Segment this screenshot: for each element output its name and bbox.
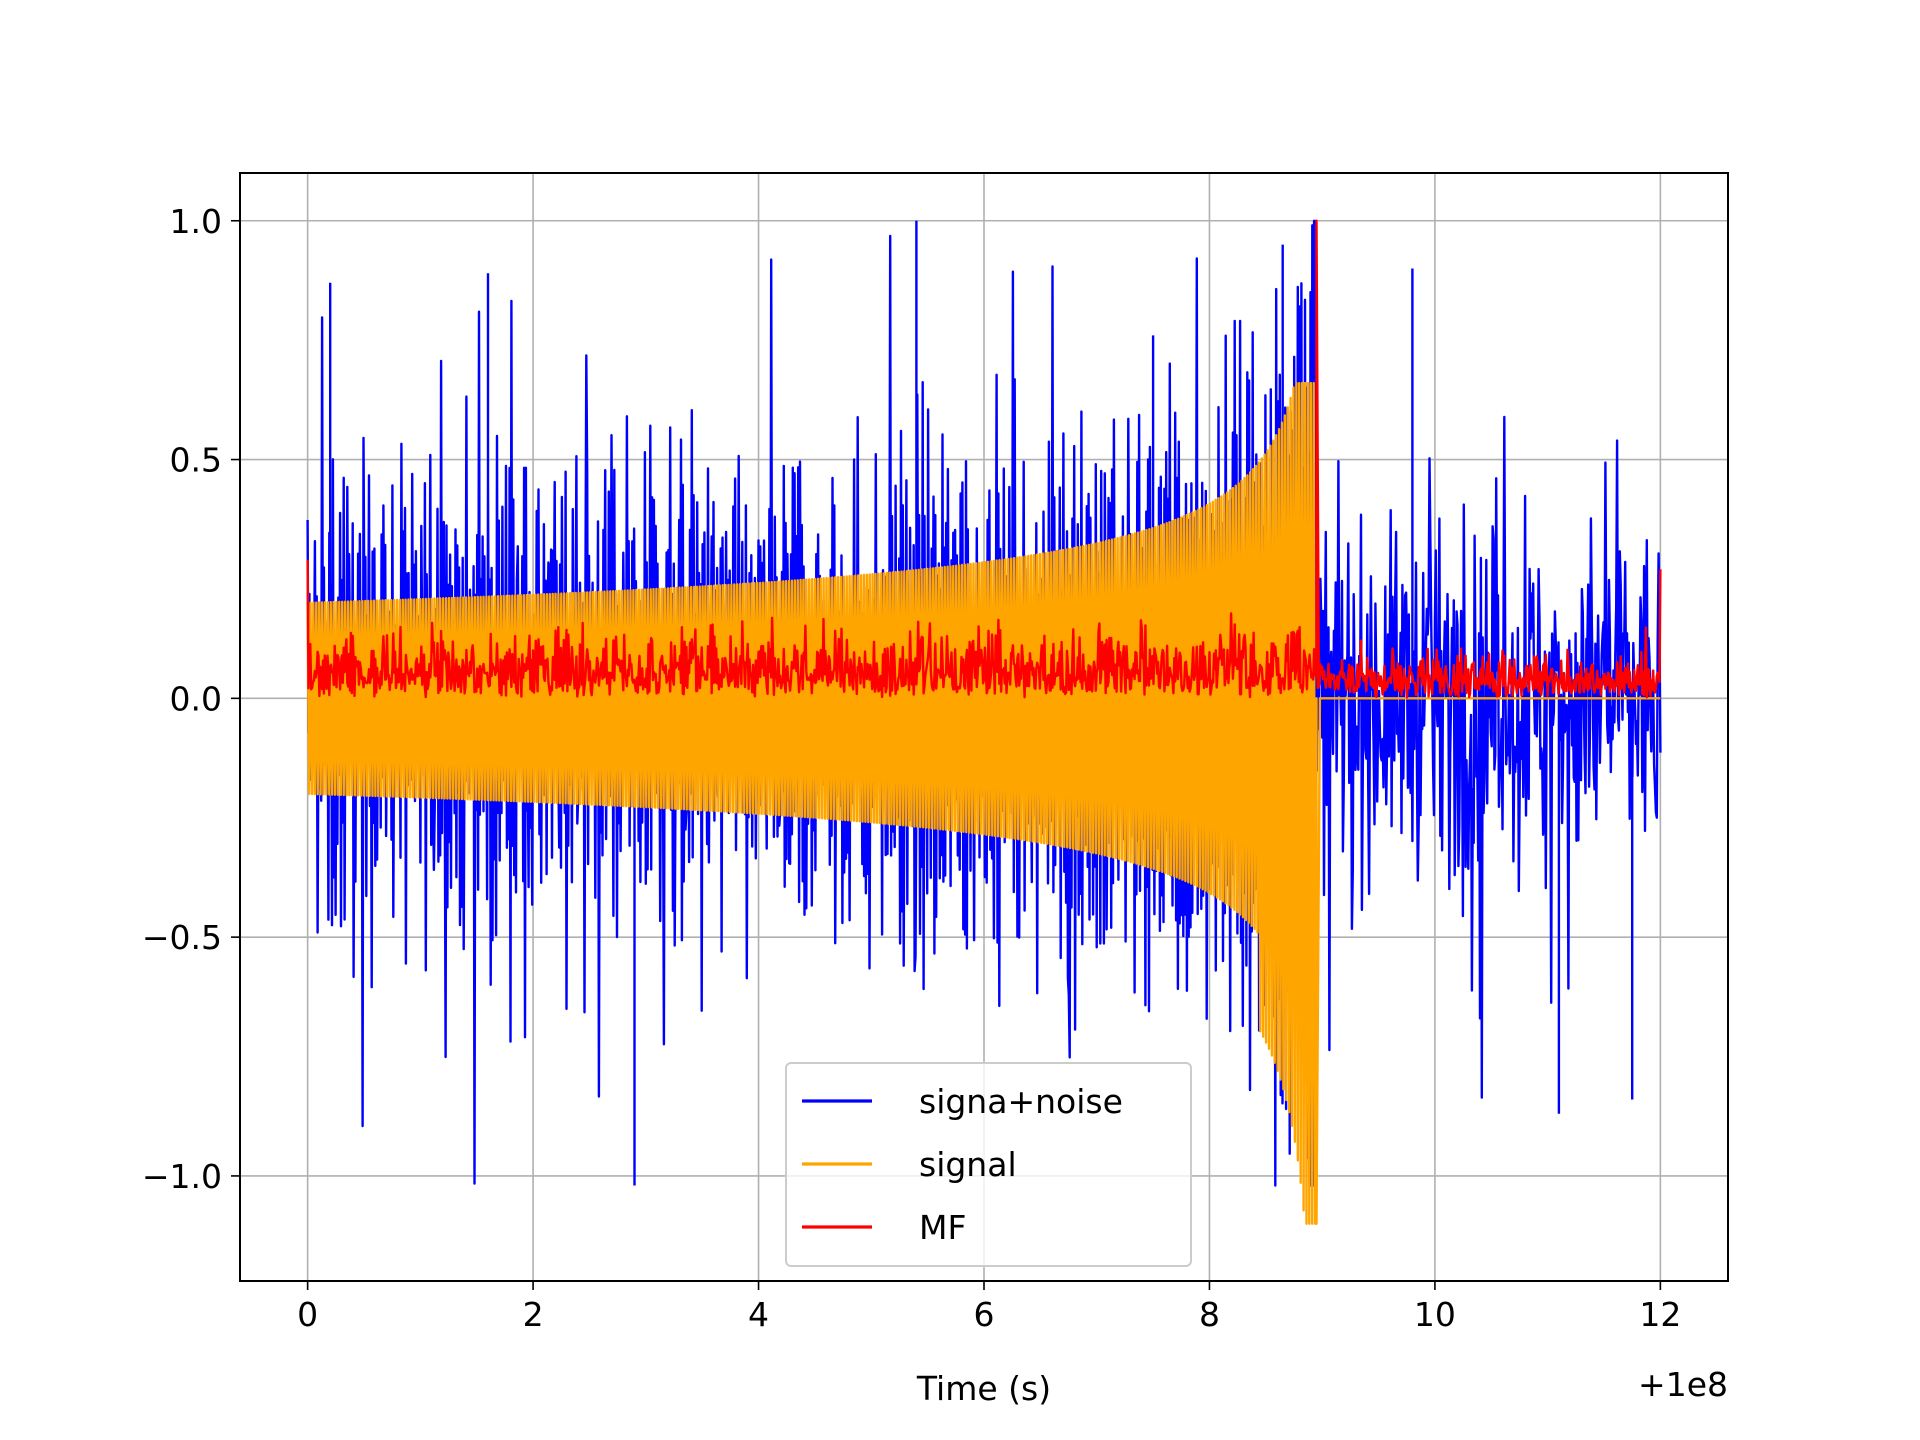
x-tick-label: 2 <box>523 1295 544 1334</box>
legend: signa+noise signal MF <box>785 1062 1192 1267</box>
legend-label: signa+noise <box>919 1082 1123 1121</box>
plot-area <box>306 219 1662 1225</box>
y-tick-label: −0.5 <box>142 918 222 957</box>
y-tick-label: 0.0 <box>170 679 222 718</box>
series-line-signal <box>306 381 1661 1225</box>
x-tick-label: 12 <box>1639 1295 1681 1334</box>
y-axis: −1.0 −0.5 0.0 0.5 1.0 <box>142 202 240 1196</box>
y-tick-label: −1.0 <box>142 1157 222 1196</box>
x-tick-label: 4 <box>748 1295 769 1334</box>
x-tick-label: 0 <box>297 1295 318 1334</box>
x-axis-offset-label: +1e8 <box>1638 1365 1728 1404</box>
legend-label: signal <box>919 1145 1017 1184</box>
y-tick-label: 1.0 <box>170 202 222 241</box>
x-tick-label: 10 <box>1414 1295 1456 1334</box>
x-tick-label: 8 <box>1199 1295 1220 1334</box>
series-line-mf <box>306 219 1662 699</box>
y-tick-label: 0.5 <box>170 441 222 480</box>
x-tick-label: 6 <box>974 1295 995 1334</box>
legend-label: MF <box>919 1208 966 1247</box>
legend-box <box>785 1062 1192 1267</box>
x-axis: 0 2 4 6 8 10 12 <box>297 1281 1681 1334</box>
x-axis-label: Time (s) <box>916 1369 1051 1408</box>
